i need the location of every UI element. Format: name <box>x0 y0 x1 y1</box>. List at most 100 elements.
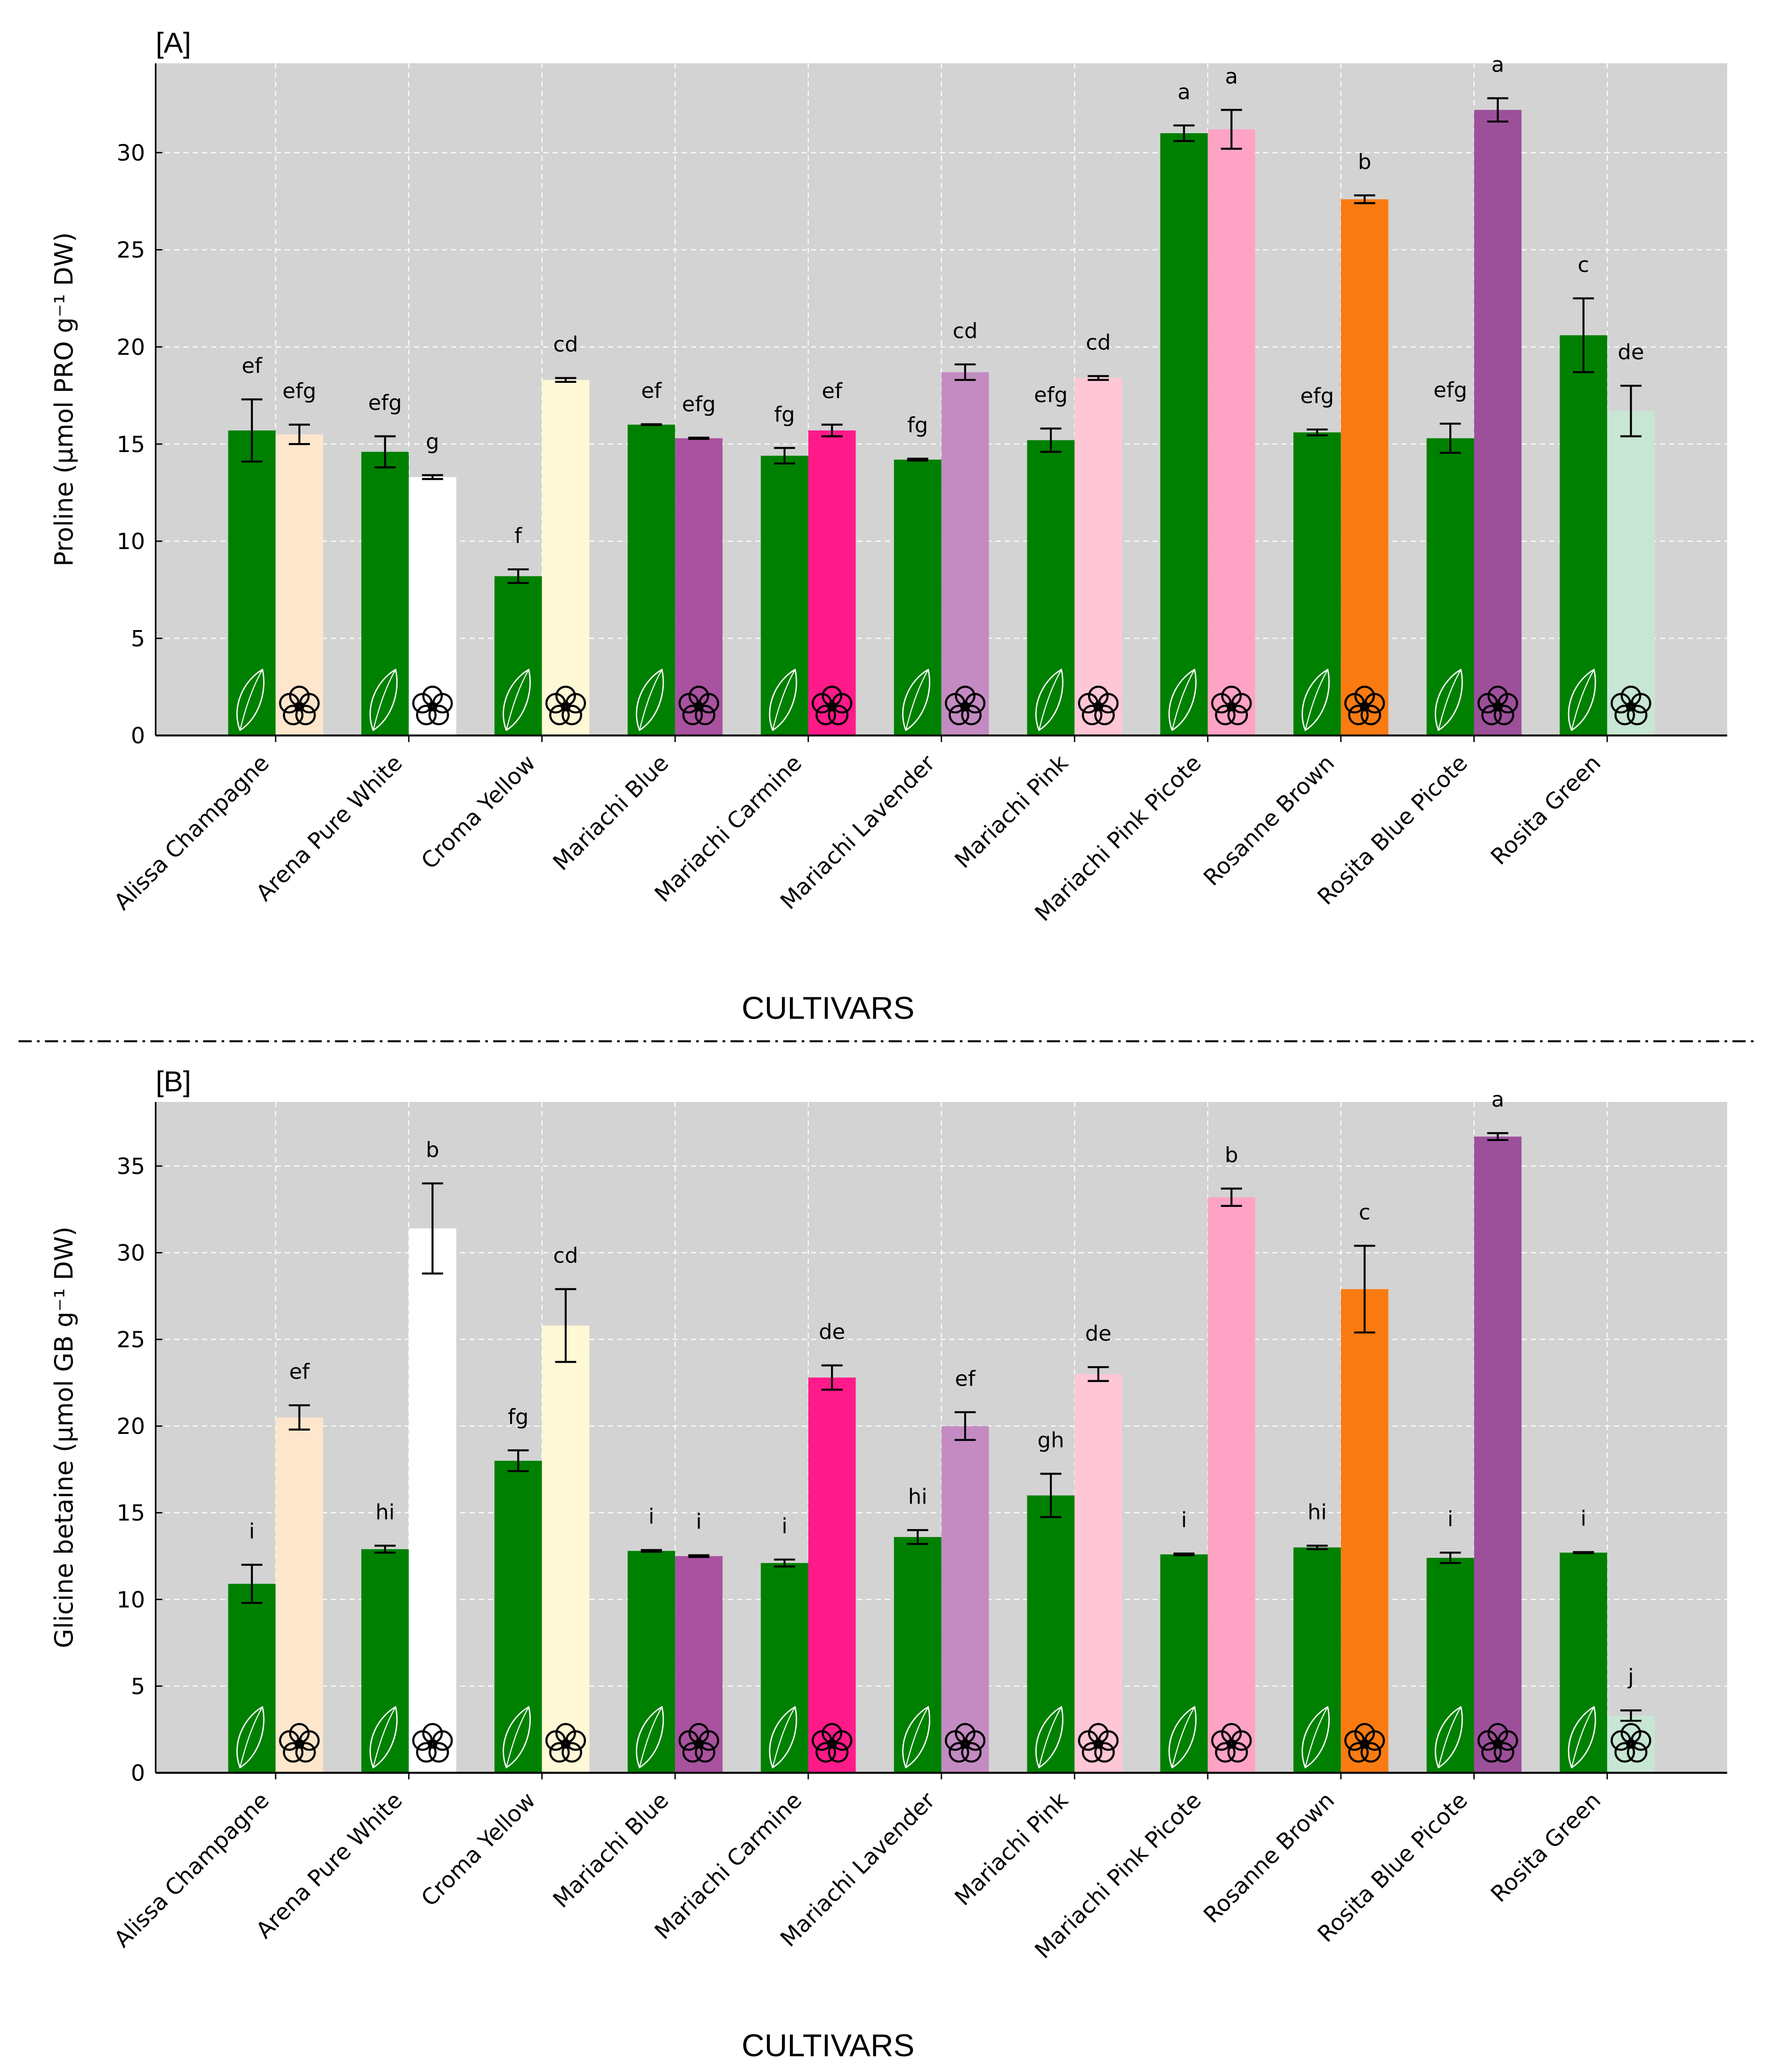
flower-bar <box>1474 110 1522 736</box>
y-tick-label: 25 <box>117 1327 146 1353</box>
leaf-vein <box>1305 669 1328 730</box>
significance-letter: cd <box>553 1243 578 1268</box>
flower-petal <box>1215 1742 1236 1763</box>
flower-icon <box>1477 686 1518 726</box>
flower-petal <box>815 1742 837 1763</box>
leaf-bar <box>627 424 675 736</box>
leaf-icon <box>1435 668 1463 731</box>
leaf-vein <box>1571 1707 1595 1768</box>
leaf-vein <box>505 1707 529 1768</box>
flower-petal <box>1094 704 1115 726</box>
significance-letter: a <box>1491 52 1504 77</box>
leaf-bar <box>361 452 409 736</box>
leaf-vein <box>1438 1707 1462 1768</box>
leaf-bar <box>1027 440 1075 736</box>
y-tick-label: 20 <box>117 1414 146 1440</box>
flower-petal <box>549 1742 570 1763</box>
leaf-bar <box>1426 1558 1474 1773</box>
significance-letter: ef <box>242 353 263 378</box>
leaf-icon <box>1568 668 1596 731</box>
significance-letter: i <box>249 1519 255 1544</box>
flower-center <box>1227 701 1236 712</box>
leaf-vein <box>1038 669 1062 730</box>
x-tick-label: Mariachi Pink <box>950 1787 1073 1910</box>
flower-bar <box>1208 1197 1255 1773</box>
flower-icon <box>812 1723 853 1763</box>
significance-letter: fg <box>907 413 928 437</box>
significance-letter: i <box>1447 1506 1453 1531</box>
flower-petal <box>1215 704 1236 726</box>
flower-petal <box>1494 704 1514 726</box>
significance-letter: cd <box>1086 330 1111 355</box>
x-tick-label: Mariachi Blue <box>548 750 674 876</box>
significance-letter: b <box>426 1137 439 1162</box>
leaf-icon <box>1435 1706 1463 1769</box>
flower-bar <box>542 1325 590 1773</box>
leaf-icon <box>1035 1706 1064 1769</box>
flower-icon <box>812 686 853 726</box>
leaf-bar <box>361 1549 409 1773</box>
significance-letter: hi <box>1308 1499 1327 1524</box>
leaf-icon <box>635 668 664 731</box>
leaf-icon <box>1168 1706 1197 1769</box>
leaf-outline <box>1301 1706 1330 1769</box>
flower-petal <box>1614 1742 1635 1763</box>
leaf-vein <box>1038 1707 1062 1768</box>
leaf-vein <box>905 1707 929 1768</box>
y-tick-label: 15 <box>117 1500 146 1526</box>
y-tick-label: 25 <box>117 237 146 263</box>
x-tick-label: Rosita Blue Picote <box>1313 1788 1473 1948</box>
flower-petal <box>1081 704 1103 726</box>
leaf-bar <box>228 1584 276 1773</box>
leaf-vein <box>639 669 663 730</box>
flower-bar <box>808 1377 856 1773</box>
flower-center <box>1093 1739 1104 1749</box>
leaf-icon <box>369 668 398 731</box>
flower-petal <box>428 704 449 726</box>
leaf-icon <box>1168 668 1197 731</box>
significance-letter: hi <box>375 1499 395 1524</box>
significance-letter: gh <box>1038 1428 1065 1453</box>
flower-bar <box>808 430 856 736</box>
y-tick-label: 15 <box>117 432 146 458</box>
significance-letter: f <box>514 523 522 548</box>
significance-letter: efg <box>1034 382 1068 407</box>
flower-icon <box>1211 1723 1252 1763</box>
flower-petal <box>682 1742 703 1763</box>
significance-letter: a <box>1491 1087 1504 1112</box>
significance-letter: i <box>1581 1506 1586 1531</box>
leaf-vein <box>1571 669 1595 730</box>
flower-bar <box>941 1426 989 1773</box>
significance-letter: a <box>1178 79 1190 104</box>
leaf-vein <box>1305 1707 1328 1768</box>
leaf-vein <box>905 669 929 730</box>
flower-petal <box>828 704 849 726</box>
flower-bar <box>1341 199 1389 736</box>
leaf-bar <box>1560 335 1608 736</box>
flower-center <box>1493 1739 1503 1749</box>
leaf-icon <box>902 1706 930 1769</box>
y-tick-label: 20 <box>117 334 146 360</box>
flower-icon <box>1344 686 1385 726</box>
leaf-bar <box>1293 432 1341 736</box>
flower-center <box>1493 701 1503 712</box>
flower-icon <box>412 1723 453 1763</box>
significance-letter: efg <box>368 390 402 415</box>
significance-letter: j <box>1627 1664 1634 1689</box>
significance-letter: b <box>1225 1142 1238 1167</box>
significance-letter: g <box>426 429 439 454</box>
significance-letter: fg <box>508 1404 528 1429</box>
flower-icon <box>678 686 719 726</box>
significance-letter: ef <box>289 1359 310 1384</box>
flower-bar <box>542 380 590 736</box>
flower-petal <box>1626 704 1648 726</box>
flower-icon <box>1078 686 1119 726</box>
flower-icon <box>1344 1723 1385 1763</box>
leaf-icon <box>236 668 265 731</box>
flower-icon <box>412 686 453 726</box>
flower-petal <box>1227 704 1248 726</box>
flower-bar <box>1607 411 1655 736</box>
flower-icon <box>1610 686 1651 726</box>
flower-petal <box>549 704 570 726</box>
